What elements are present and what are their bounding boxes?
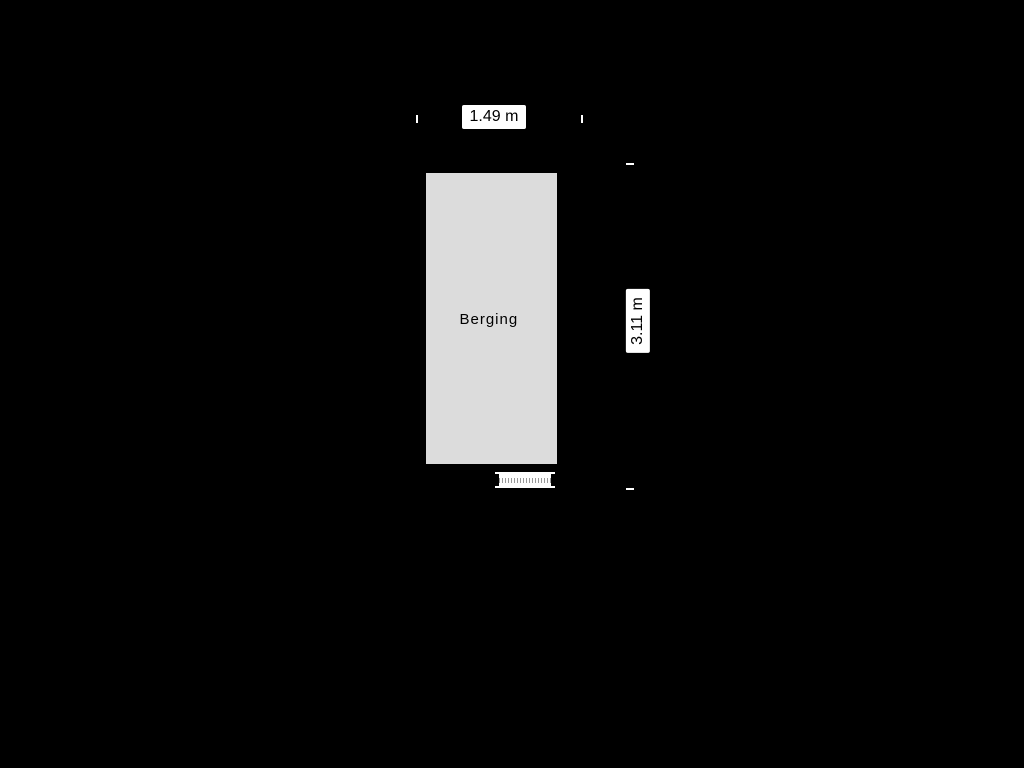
dimension-width-tick-left bbox=[416, 115, 418, 123]
door-jamb-right bbox=[551, 474, 555, 486]
floorplan-canvas: Berging 1.49 m 3.11 m bbox=[0, 0, 1024, 768]
dimension-height-tick-bottom bbox=[626, 488, 634, 490]
room-label: Berging bbox=[460, 311, 519, 328]
dimension-height-label: 3.11 m bbox=[626, 289, 650, 353]
door-threshold bbox=[499, 478, 551, 483]
door-jamb-left bbox=[495, 474, 499, 486]
dimension-width-tick-right bbox=[581, 115, 583, 123]
dimension-width-label: 1.49 m bbox=[462, 105, 527, 129]
dimension-height-tick-top bbox=[626, 163, 634, 165]
